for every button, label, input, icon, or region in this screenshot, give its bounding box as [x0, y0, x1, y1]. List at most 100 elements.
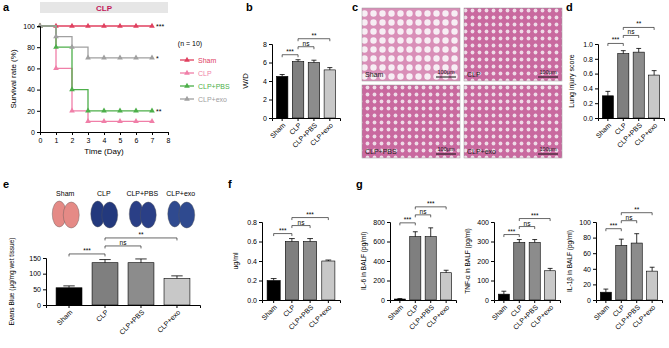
axis: 012345678: [39, 132, 171, 144]
histology-image: [464, 8, 562, 81]
legend-marker: [184, 83, 190, 88]
axis-line: [599, 119, 665, 122]
tick: 0.0: [583, 115, 598, 122]
legend-marker: [184, 70, 190, 75]
tick: 100: [579, 219, 596, 226]
tick: 4: [103, 132, 107, 144]
tick-label: 0: [263, 115, 267, 122]
tick-label: 0.4: [583, 85, 593, 92]
bar: [616, 245, 627, 300]
image-label: Sham: [56, 190, 74, 197]
survival-line: [40, 26, 152, 111]
significance-bracket: [623, 27, 654, 30]
image-label: CLP+exo: [166, 190, 195, 197]
significance-label: ns: [626, 214, 634, 221]
panel-label: f: [228, 178, 232, 190]
tick-mark: [607, 118, 608, 121]
tick-label: Sham: [592, 303, 610, 321]
axis-line: [597, 301, 663, 304]
bar: [649, 75, 660, 118]
significance-label: ***: [156, 23, 164, 30]
significance-label: **: [138, 231, 144, 238]
significance-bracket: [415, 215, 430, 218]
significance-label: **: [636, 20, 642, 27]
tick-mark: [152, 132, 153, 135]
tick-label: 60: [583, 250, 591, 257]
image-label: Sham: [365, 71, 383, 78]
lung-image: [129, 201, 156, 228]
tick-label: 8: [167, 137, 171, 144]
tick: 800: [373, 219, 390, 226]
lung-image: [52, 201, 79, 228]
bar: [631, 243, 642, 300]
tick-label: 150: [29, 255, 41, 262]
axis: 0.00.20.40.60.8: [247, 219, 262, 304]
marker: [117, 108, 123, 113]
bar: [56, 288, 82, 305]
tick: 40: [27, 86, 40, 93]
significance-label: ns: [120, 239, 128, 246]
tick-mark: [273, 300, 274, 303]
axis-line: [47, 306, 201, 309]
legend-marker: [184, 96, 190, 101]
error-bar: [311, 60, 316, 62]
tick: 6: [263, 59, 272, 66]
tick-mark: [259, 242, 262, 243]
tick: CLP+exo: [156, 305, 182, 334]
tick: CLP+exo: [307, 300, 333, 329]
tick-label: 20: [583, 281, 591, 288]
tick-mark: [291, 300, 292, 303]
tick-mark: [595, 118, 598, 119]
tick: 0: [485, 297, 494, 304]
tick: 400: [373, 258, 390, 265]
tick: 20: [27, 108, 40, 115]
histology-image: [362, 8, 460, 81]
significance-label: ***: [612, 36, 620, 43]
tick-label: 40: [583, 266, 591, 273]
marker: [37, 23, 43, 28]
tick: 200: [373, 277, 390, 284]
scale-bar-label: 100μm: [540, 146, 557, 152]
image-label: CLP+exo: [467, 148, 496, 155]
tick: CLP: [282, 300, 297, 318]
tick-mark: [491, 281, 494, 282]
axis-title: Survival rate (%): [9, 49, 18, 108]
tick-mark: [595, 103, 598, 104]
error-bar: [99, 260, 110, 263]
tick-mark: [43, 258, 46, 259]
tick: 0.6: [583, 70, 598, 77]
tick-mark: [136, 132, 137, 135]
tick-label: 7: [151, 137, 155, 144]
tick-label: CLP+exo: [307, 303, 333, 329]
error-bar: [619, 239, 624, 245]
tick-mark: [595, 59, 598, 60]
tick: Sham: [56, 305, 74, 326]
tick: 60: [27, 65, 40, 72]
tick: 7: [151, 132, 155, 144]
tick-label: Sham: [56, 308, 74, 326]
marker: [101, 55, 107, 60]
panel: f0.00.20.40.60.8ShamCLPCLP+PBSCLP+exoug/…: [228, 178, 341, 331]
axis-line: [595, 45, 599, 119]
significance-bracket: [292, 226, 310, 229]
significance-label: ns: [298, 219, 306, 226]
bar: [529, 242, 540, 300]
significance-label: ***: [286, 48, 294, 55]
figure: aCLP******020406080100012345678Time (Day…: [0, 0, 669, 348]
bar: [498, 294, 509, 300]
tick-mark: [259, 222, 262, 223]
error-bar: [652, 71, 657, 75]
significance-bracket: [400, 223, 415, 226]
panel: 0100200300400ShamCLPCLP+PBSCLP+exoTNF-α …: [464, 212, 561, 331]
tick-mark: [491, 222, 494, 223]
tick: CLP+exo: [425, 300, 451, 329]
tick-label: 0: [37, 302, 41, 309]
tick-label: 4: [263, 78, 267, 85]
axis-line: [593, 223, 597, 301]
marker: [37, 23, 43, 28]
tick: 60: [583, 250, 596, 257]
significance-bracket: [519, 219, 550, 222]
tick-label: 40: [27, 86, 35, 93]
bar: [92, 263, 118, 305]
tick-label: 100: [579, 219, 591, 226]
